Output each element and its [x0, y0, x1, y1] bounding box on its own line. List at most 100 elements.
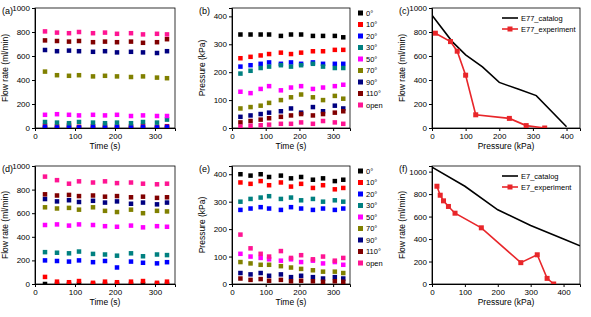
legend-line: [502, 17, 518, 19]
point: [333, 120, 338, 125]
tick-mark: [266, 284, 267, 287]
point: [115, 225, 120, 230]
x-axis: 0100200300: [33, 284, 175, 297]
point: [258, 252, 263, 257]
point: [141, 261, 146, 266]
point: [55, 250, 60, 255]
tick-label: 0: [423, 124, 428, 133]
point: [103, 125, 108, 128]
point: [238, 232, 243, 237]
tick-mark: [466, 128, 467, 131]
tick-mark: [32, 190, 35, 191]
tick-label: 800: [414, 190, 428, 199]
legend-entry: E7_experiment: [502, 183, 572, 192]
point: [289, 195, 294, 200]
tick-mark: [429, 284, 432, 285]
point: [333, 208, 338, 213]
point: [267, 116, 272, 121]
y-axis: 02004006008001000: [409, 4, 432, 133]
point: [258, 32, 263, 37]
point: [55, 120, 60, 125]
point: [77, 194, 82, 199]
point: [279, 50, 284, 55]
point: [267, 84, 272, 89]
legend-marker: [358, 34, 363, 39]
point: [279, 264, 284, 269]
point: [321, 49, 326, 54]
tick-mark: [32, 284, 35, 285]
legend-marker: [358, 169, 363, 174]
point: [155, 281, 160, 284]
tick: 300: [149, 128, 163, 141]
point: [289, 122, 294, 127]
legend-entry: open: [358, 101, 383, 110]
point: [333, 62, 338, 66]
point: [258, 172, 263, 177]
legend-entry: 50°: [358, 55, 377, 64]
point: [551, 282, 556, 285]
point: [103, 209, 108, 214]
tick: 0: [423, 124, 432, 133]
tick-label: 100: [214, 253, 228, 262]
point: [279, 173, 284, 178]
point: [129, 75, 134, 80]
y-axis: 0100200300400: [214, 9, 233, 134]
tick-label: 0: [33, 132, 38, 141]
legend-label: 50°: [366, 213, 377, 222]
legend-label: 90°: [366, 236, 377, 245]
point: [238, 32, 243, 37]
tick: 400: [414, 76, 432, 85]
x-axis-title: Time (s): [276, 297, 307, 307]
point: [299, 32, 304, 37]
tick-label: 300: [327, 132, 341, 141]
legend-label: 0°: [366, 167, 373, 176]
point: [43, 113, 48, 118]
point: [55, 222, 60, 227]
tick-mark: [229, 100, 232, 101]
point: [165, 195, 170, 200]
point: [115, 113, 120, 118]
point: [91, 31, 96, 36]
point: [535, 252, 540, 257]
legend-entry: E77_experiment: [502, 25, 577, 34]
tick: 200: [493, 128, 507, 141]
point: [141, 194, 146, 199]
x-axis: 0100200300400: [430, 284, 580, 297]
tick: 300: [527, 128, 541, 141]
point: [115, 120, 120, 125]
tick-mark: [465, 284, 466, 287]
point: [115, 199, 120, 204]
tick-label: 200: [493, 132, 507, 141]
tick-mark: [229, 44, 232, 45]
point: [43, 282, 48, 284]
point: [479, 225, 484, 230]
point: [279, 258, 284, 263]
tick-mark: [32, 80, 35, 81]
point: [55, 125, 60, 128]
legend-marker: [358, 45, 363, 50]
tick-mark: [533, 128, 534, 131]
tick: 100: [260, 284, 274, 297]
point: [299, 92, 304, 97]
legend-entry: 20°: [358, 190, 377, 199]
point: [43, 223, 48, 228]
tick: 300: [214, 198, 232, 207]
point: [155, 182, 160, 187]
y-axis-title: Flow rate (ml/min): [0, 34, 10, 102]
point: [43, 205, 48, 210]
point: [311, 113, 316, 118]
point: [299, 63, 304, 68]
point: [267, 206, 272, 211]
point: [43, 197, 48, 202]
legend-label: open: [366, 259, 383, 268]
tick: 600: [17, 209, 35, 218]
tick: 1000: [409, 4, 432, 13]
legend-entry: E77_catalog: [502, 14, 563, 23]
legend-line: [502, 175, 518, 177]
tick: 200: [17, 100, 35, 109]
point: [258, 271, 263, 276]
tick-label: 100: [459, 288, 473, 297]
point: [77, 49, 82, 54]
tick-mark: [429, 172, 432, 173]
point: [129, 251, 134, 256]
